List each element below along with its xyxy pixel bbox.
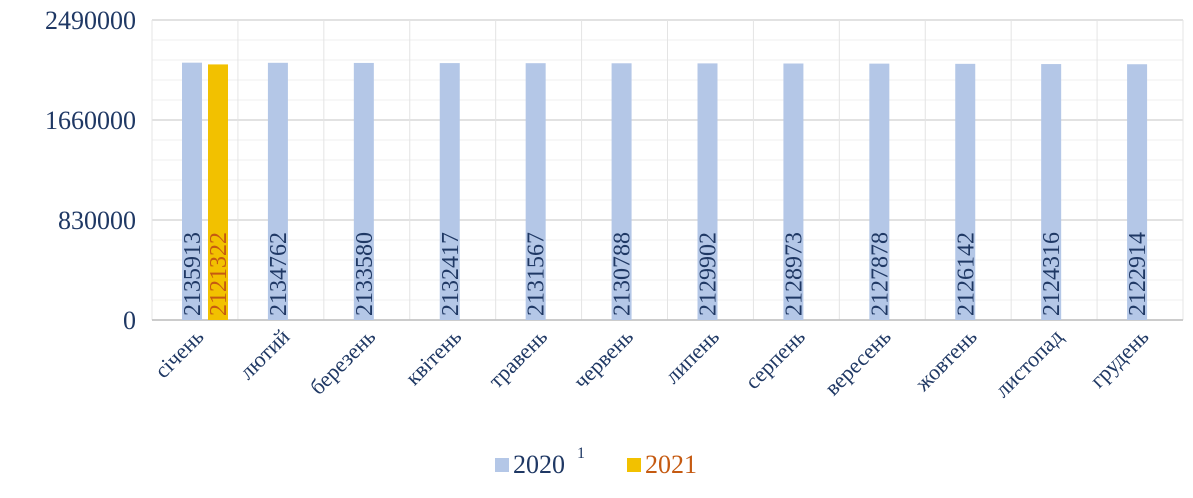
x-category-label: квітень — [400, 324, 466, 390]
y-tick-label: 1660000 — [45, 106, 136, 135]
x-axis-categories: січень лютий березень квітень травень червень… — [149, 324, 1153, 402]
data-label: 2133580 — [352, 232, 378, 316]
data-label: 2130788 — [610, 232, 636, 316]
bar-2020-листопад — [1041, 64, 1062, 320]
bar-2020-серпень — [783, 63, 804, 321]
legend-swatch-2021 — [627, 458, 641, 472]
x-category-label: липень — [660, 324, 724, 388]
y-tick-label: 830000 — [58, 206, 136, 235]
x-category-label: серпень — [740, 324, 810, 394]
data-label: 2135913 — [180, 232, 206, 316]
y-tick-label: 0 — [123, 306, 136, 335]
legend-superscript: 1 — [577, 445, 585, 462]
data-label: 2124316 — [1039, 232, 1065, 316]
bar-2020-лютий — [267, 62, 288, 321]
legend-label-2021: 2021 — [645, 450, 697, 479]
bar-2020-жовтень — [955, 63, 976, 320]
bar-2020-липень — [697, 63, 718, 320]
y-tick-label: 2490000 — [45, 6, 136, 35]
legend-label-2020: 2020 — [513, 450, 565, 479]
x-category-label: червень — [568, 324, 638, 394]
bar-2020-січень — [182, 62, 202, 321]
bar-2021-січень — [208, 64, 228, 320]
data-label: 2131567 — [524, 232, 550, 316]
x-category-label: листопад — [989, 324, 1067, 402]
x-category-label: вересень — [819, 324, 895, 400]
x-category-label: січень — [149, 324, 208, 383]
data-label: 2129902 — [696, 232, 722, 316]
bar-2020-грудень — [1127, 64, 1148, 320]
data-label: 2128973 — [781, 232, 807, 316]
x-category-label: жовтень — [909, 324, 982, 397]
bar-2020-червень — [611, 63, 632, 320]
grid-layer — [151, 19, 1184, 321]
data-label: 2126142 — [953, 232, 979, 316]
legend-swatch-2020 — [495, 458, 509, 472]
bar-2020-травень — [525, 63, 546, 321]
bar-2020-вересень — [869, 63, 890, 321]
bar-2020-квітень — [439, 63, 460, 321]
data-label: 2127878 — [867, 232, 893, 316]
x-category-label: лютий — [234, 324, 294, 384]
y-axis-ticks: 0 830000 1660000 2490000 — [45, 6, 136, 335]
data-label: 2132417 — [438, 232, 464, 316]
bars-layer — [182, 62, 1148, 321]
data-label: 2121322 — [206, 232, 232, 316]
data-label: 2122914 — [1125, 232, 1151, 316]
bar-2020-березень — [353, 62, 374, 320]
x-category-label: березень — [305, 324, 381, 400]
data-label: 2134762 — [266, 232, 292, 316]
legend: 2020 1 2021 — [495, 445, 697, 479]
data-labels-layer: 2135913 2134762 2133580 2132417 2131567 21307… — [180, 232, 1151, 316]
x-category-label: грудень — [1085, 324, 1154, 393]
x-category-label: травень — [483, 324, 552, 393]
